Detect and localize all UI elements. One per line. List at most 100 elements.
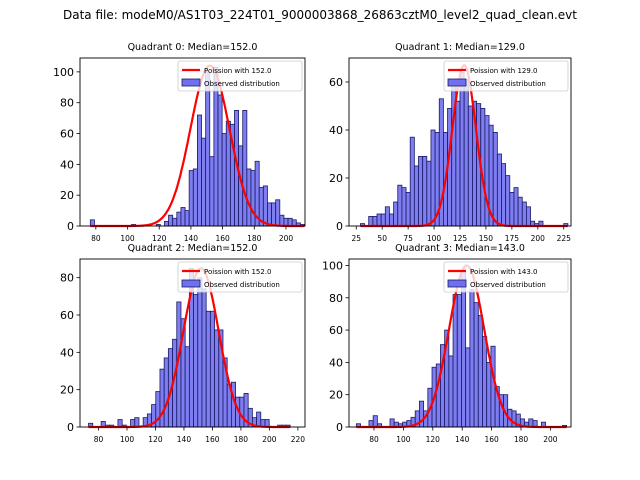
y-tick-label: 40 <box>60 346 74 359</box>
histogram-bar <box>397 184 403 227</box>
histogram-bar <box>455 100 461 227</box>
histogram-bar <box>163 357 169 428</box>
subplot-quadrant-2: Quadrant 2: Median=152.0 0 20 40 60 80 80 100 12… <box>60 243 306 444</box>
y-tick-label: 20 <box>329 172 343 185</box>
histogram-bar <box>517 196 523 227</box>
histogram-bar <box>389 418 395 428</box>
histogram-bar <box>184 210 190 227</box>
histogram-bar <box>490 345 496 428</box>
legend-label-observed: Observed distribution <box>204 281 280 289</box>
legend-label-observed: Observed distribution <box>204 80 280 88</box>
x-tick-label: 80 <box>94 435 104 444</box>
x-tick-label: 100 <box>120 435 135 444</box>
histogram-bar <box>465 347 471 428</box>
histogram-bar <box>271 202 277 227</box>
histogram-bar <box>505 175 511 227</box>
y-tick-label: 60 <box>329 76 343 89</box>
histogram-bar <box>242 110 248 227</box>
histogram-bar <box>279 214 285 227</box>
legend-label-poisson: Poission with 143.0 <box>470 268 538 276</box>
histogram-bar <box>188 170 194 227</box>
legend-box <box>443 60 569 92</box>
histogram-bar <box>250 170 256 227</box>
histogram-bar <box>418 155 424 227</box>
histogram-bar <box>372 415 378 428</box>
y-tick-label: 40 <box>329 356 343 369</box>
x-tick-label: 200 <box>279 234 294 243</box>
histogram-bar <box>197 277 203 428</box>
subplot-title: Quadrant 1: Median=129.0 <box>395 42 525 53</box>
histogram-bar <box>501 163 507 227</box>
x-tick-label: 25 <box>351 234 361 243</box>
histogram-bar <box>473 302 479 428</box>
histogram-bar <box>256 411 262 428</box>
histogram-bar <box>448 355 454 428</box>
histogram-bar <box>217 94 223 227</box>
legend-bar-swatch <box>181 279 201 288</box>
histogram-bar <box>246 168 252 227</box>
histogram-bar <box>456 294 462 428</box>
y-tick-label: 100 <box>53 66 74 79</box>
x-tick-label: 225 <box>557 234 572 243</box>
histogram-bar <box>405 191 411 227</box>
subplot-title: Quadrant 0: Median=152.0 <box>128 42 258 53</box>
histogram-bar <box>496 153 502 227</box>
x-tick-label: 75 <box>403 234 413 243</box>
histogram-bar <box>467 105 473 227</box>
histogram-bar <box>469 289 475 428</box>
subplot-quadrant-3: Quadrant 3: Median=143.0 0 20 40 60 80 100 80 10… <box>322 243 572 444</box>
histogram-bar <box>201 288 207 428</box>
histogram-bar <box>409 136 415 227</box>
x-tick-label: 200 <box>262 435 277 444</box>
x-tick-label: 120 <box>426 435 441 444</box>
x-tick-label: 160 <box>215 234 230 243</box>
histogram-bar <box>205 71 211 227</box>
x-tick-label: 200 <box>531 234 546 243</box>
x-tick-label: 80 <box>369 435 379 444</box>
x-tick-label: 175 <box>505 234 520 243</box>
histogram-bar <box>461 269 467 428</box>
histogram-bar <box>201 137 207 227</box>
histogram-bar <box>426 160 432 227</box>
x-tick-label: 120 <box>152 234 167 243</box>
histogram-bar <box>513 187 519 227</box>
histogram-bar <box>209 310 215 428</box>
x-tick-label: 220 <box>291 435 306 444</box>
histogram-bar <box>192 168 198 227</box>
histogram-bar <box>221 133 227 227</box>
x-tick-label: 180 <box>247 234 262 243</box>
x-tick-label: 150 <box>479 234 494 243</box>
legend-bar-swatch <box>447 78 467 87</box>
histogram-bar <box>463 79 469 227</box>
histogram-bar <box>422 155 428 227</box>
histogram-bar <box>380 213 386 227</box>
histogram-bar <box>164 220 169 227</box>
histogram-bar <box>477 315 483 428</box>
histogram-bar <box>376 213 382 227</box>
histogram-bar <box>287 217 293 227</box>
y-tick-label: 60 <box>60 128 74 141</box>
y-tick-label: 20 <box>329 389 343 402</box>
histogram-bar <box>193 294 199 428</box>
legend-box <box>443 261 569 293</box>
y-tick-label: 80 <box>60 97 74 110</box>
histogram-bar <box>205 310 211 428</box>
legend-label-poisson: Poission with 152.0 <box>204 67 272 75</box>
histogram-bar <box>184 346 190 428</box>
x-tick-label: 80 <box>91 234 101 243</box>
x-tick-label: 180 <box>234 435 249 444</box>
histogram-bar <box>401 187 407 227</box>
y-tick-label: 0 <box>67 220 74 233</box>
x-tick-label: 50 <box>377 234 387 243</box>
histogram-bar <box>214 329 220 428</box>
histogram-bar <box>197 114 202 227</box>
legend-bar-swatch <box>181 78 201 87</box>
x-tick-label: 140 <box>455 435 470 444</box>
legend-label-poisson: Poission with 152.0 <box>204 268 272 276</box>
histogram-bar <box>262 185 268 227</box>
y-tick-label: 60 <box>60 309 74 322</box>
histogram-bar <box>134 417 140 428</box>
x-tick-label: 200 <box>543 435 558 444</box>
histogram-bar <box>372 215 378 227</box>
legend-label-observed: Observed distribution <box>470 281 546 289</box>
